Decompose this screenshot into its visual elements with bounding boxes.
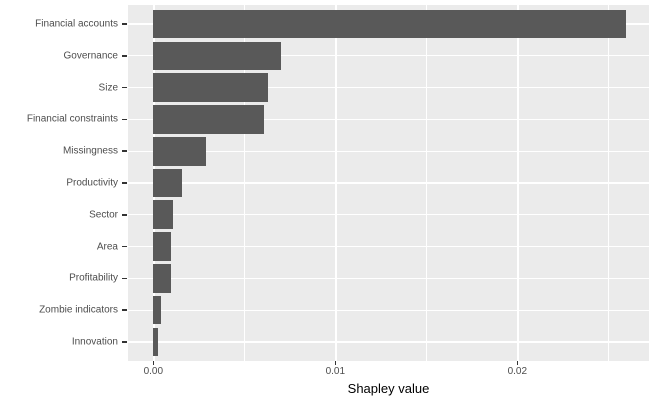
bar-financial-accounts [153, 9, 627, 39]
x-tick-label-0-02: 0.02 [507, 366, 528, 377]
gridline-major-y [128, 87, 649, 89]
y-axis-label-size: Size [98, 82, 118, 94]
x-tick-mark [334, 361, 337, 365]
bar-size [153, 73, 268, 102]
y-axis-label-sector: Sector [89, 209, 118, 221]
y-axis-label-zombie-indicators: Zombie indicators [39, 304, 118, 316]
gridline-major-y [128, 245, 649, 248]
y-axis-label-innovation: Innovation [71, 336, 118, 348]
gridline-major-y [128, 150, 649, 152]
y-axis-label-area: Area [96, 241, 118, 253]
y-tick-mark [122, 277, 127, 280]
bar-productivity [153, 168, 183, 198]
y-axis-label-financial-accounts: Financial accounts [35, 18, 118, 30]
gridline-major-y [128, 214, 649, 216]
y-axis-label-missingness: Missingness [62, 145, 118, 157]
y-tick-mark [122, 182, 127, 184]
y-tick-mark [122, 309, 127, 311]
bar-financial-constraints [153, 105, 265, 134]
gridline-major-y [128, 277, 649, 279]
y-tick-mark [122, 214, 127, 216]
bar-sector [153, 200, 174, 230]
gridline-major-y [128, 309, 649, 311]
y-tick-mark [122, 245, 127, 248]
y-tick-mark [122, 118, 127, 121]
bar-innovation [153, 327, 158, 357]
y-tick-mark [122, 86, 127, 89]
x-axis-title: Shapley value [347, 381, 430, 396]
bar-profitability [153, 264, 172, 293]
y-tick-mark [122, 341, 127, 343]
y-axis-label-governance: Governance [63, 50, 118, 62]
x-tick-mark [516, 361, 519, 365]
bar-zombie-indicators [153, 295, 161, 325]
y-tick-mark [122, 55, 127, 57]
gridline-major-y [128, 118, 649, 121]
y-axis-label-financial-constraints: Financial constraints [26, 113, 118, 125]
y-axis-label-profitability: Profitability [69, 272, 118, 284]
x-tick-label-0-00: 0.00 [143, 366, 164, 377]
y-tick-mark [122, 23, 127, 25]
x-tick-mark [152, 361, 155, 365]
gridline-major-y [128, 55, 649, 57]
y-tick-mark [122, 150, 127, 152]
gridline-major-y [128, 341, 649, 343]
plot-panel [128, 5, 649, 361]
y-axis-label-productivity: Productivity [66, 177, 118, 189]
bar-missingness [153, 136, 207, 166]
gridline-major-y [128, 182, 649, 184]
bar-governance [153, 41, 281, 71]
x-tick-label-0-01: 0.01 [325, 366, 346, 377]
bar-area [153, 232, 171, 261]
